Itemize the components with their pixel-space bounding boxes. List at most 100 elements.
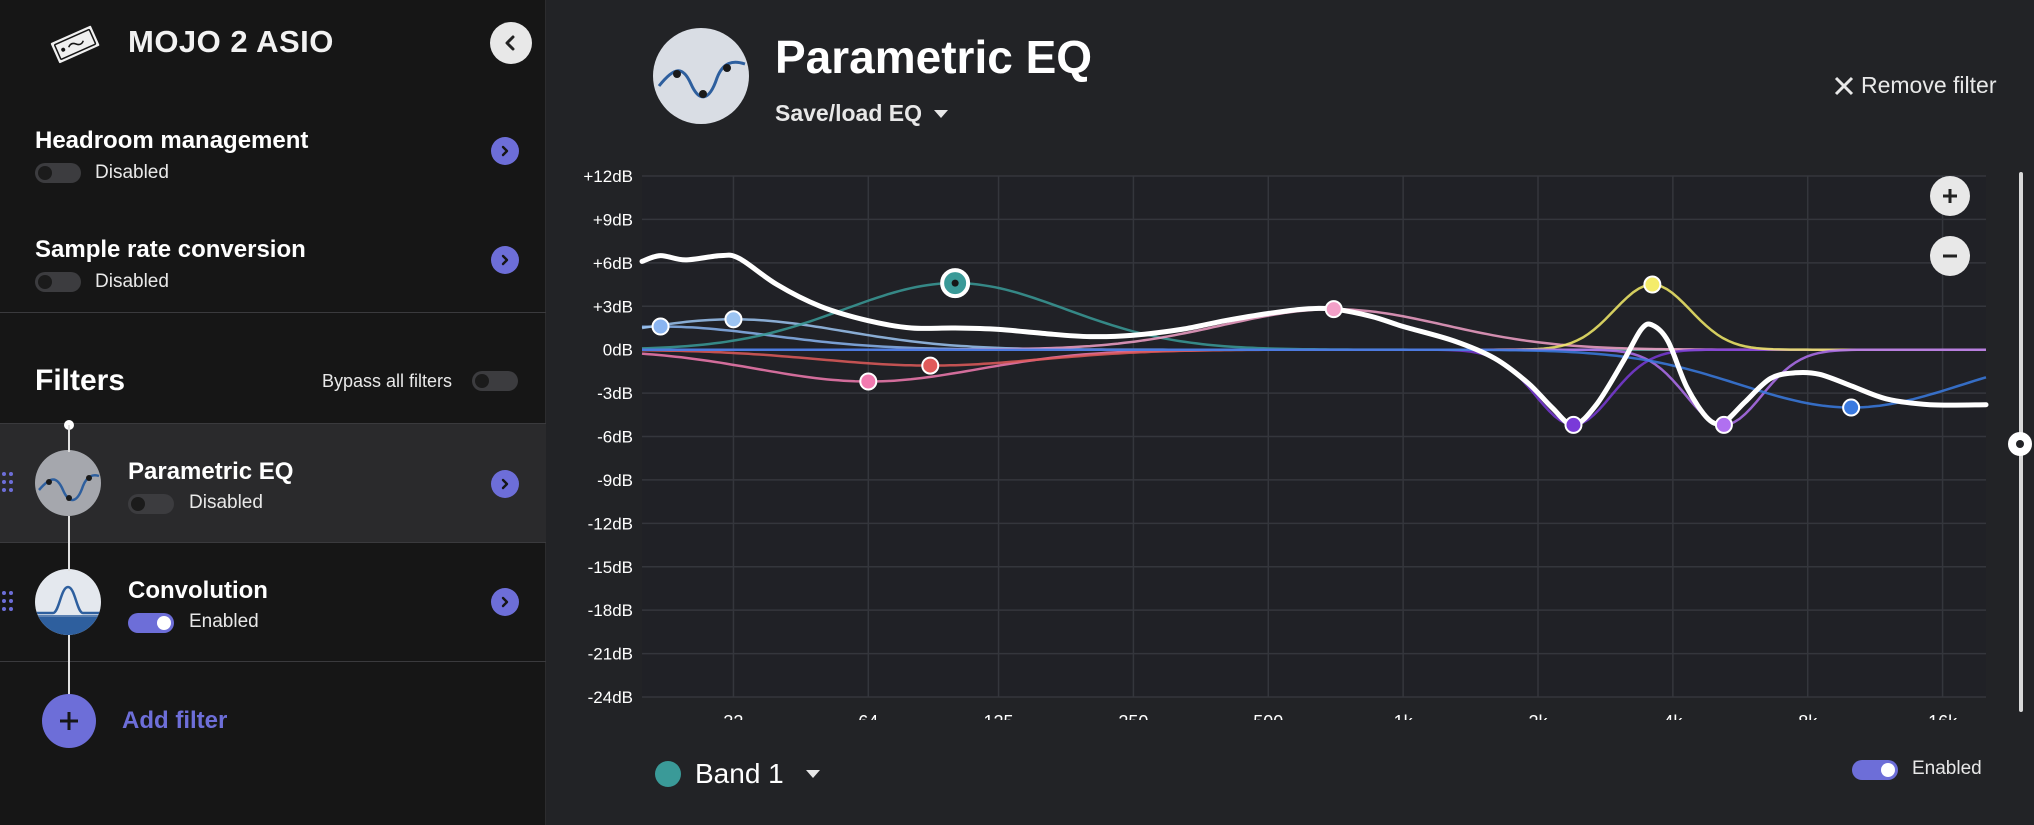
bypass-all-label: Bypass all filters — [322, 371, 453, 391]
close-icon — [1834, 76, 1854, 95]
band-enabled-toggle[interactable] — [1852, 760, 1898, 780]
plus-icon — [60, 712, 78, 730]
remove-filter-label: Remove filter — [1861, 72, 1997, 98]
y-tick-label: -21dB — [588, 645, 633, 664]
x-tick-label: 64 — [858, 712, 878, 720]
device-header: MOJO 2 ASIO — [0, 0, 546, 90]
sample-rate-open-button[interactable] — [491, 246, 519, 274]
remove-filter-button[interactable]: Remove filter — [1833, 72, 1996, 99]
setting-state: Disabled — [95, 271, 169, 292]
minus-icon — [1943, 254, 1957, 258]
convolution-toggle[interactable] — [128, 613, 174, 633]
total-response-curve — [639, 252, 1989, 428]
band-label: Band 1 — [695, 758, 784, 789]
save-load-label: Save/load EQ — [775, 100, 923, 126]
bypass-all-toggle[interactable] — [472, 371, 518, 391]
x-tick-label: 32 — [723, 712, 743, 720]
editor-title: Parametric EQ — [775, 31, 1093, 83]
chain-line — [68, 516, 70, 571]
filter-item-parametric-eq[interactable]: Parametric EQ Disabled — [0, 424, 546, 542]
band-handle[interactable] — [1564, 415, 1583, 434]
convolution-open-button[interactable] — [491, 588, 519, 616]
collapse-sidebar-button[interactable] — [490, 22, 532, 64]
headroom-toggle[interactable] — [35, 163, 81, 183]
drag-handle-icon[interactable] — [2, 472, 16, 496]
band-selector-dropdown[interactable]: Band 1 — [655, 758, 820, 790]
y-tick-label: -24dB — [588, 688, 633, 707]
chain-line — [68, 635, 70, 695]
band-handle[interactable] — [651, 317, 670, 336]
band-handle[interactable] — [1324, 300, 1343, 319]
divider — [0, 661, 546, 662]
x-tick-label: 125 — [984, 712, 1014, 720]
gain-range-slider-handle[interactable] — [2008, 432, 2032, 456]
band-handle[interactable] — [921, 356, 940, 375]
filter-name: Convolution — [128, 577, 268, 604]
toggle-knob — [475, 374, 489, 388]
y-tick-label: +9dB — [593, 210, 633, 229]
toggle-knob — [157, 616, 171, 630]
toggle-knob — [131, 497, 145, 511]
headroom-open-button[interactable] — [491, 137, 519, 165]
eq-editor-panel: Parametric EQ Save/load EQ Remove filter… — [547, 0, 2034, 825]
filters-heading: Filters — [35, 364, 126, 397]
toggle-knob — [1881, 763, 1895, 777]
toggle-knob — [38, 275, 52, 289]
y-tick-label: -6dB — [597, 428, 633, 447]
x-axis-labels: 32 64 125 250 500 1k 2k 4k 8k 16k — [723, 712, 1958, 720]
sidebar: MOJO 2 ASIO Headroom management Disabled… — [0, 0, 546, 825]
chain-line — [68, 425, 70, 452]
band-handle[interactable] — [1842, 398, 1861, 417]
chevron-right-icon — [501, 254, 509, 266]
x-tick-label: 500 — [1253, 712, 1283, 720]
setting-title: Headroom management — [35, 127, 309, 154]
device-icon — [48, 23, 102, 66]
band-handles[interactable] — [651, 268, 1861, 434]
chevron-right-icon — [501, 596, 509, 608]
parametric-eq-icon — [653, 28, 749, 124]
x-tick-label: 250 — [1118, 712, 1148, 720]
band-curve — [642, 348, 1987, 409]
y-tick-label: 0dB — [603, 341, 633, 360]
filter-state: Disabled — [189, 492, 263, 513]
add-filter-button[interactable] — [42, 694, 96, 748]
band-color-dot — [655, 761, 681, 787]
setting-headroom-management[interactable]: Headroom management Disabled — [0, 127, 546, 227]
chevron-right-icon — [501, 145, 509, 157]
drag-handle-icon[interactable] — [2, 591, 16, 615]
parametric-eq-open-button[interactable] — [491, 470, 519, 498]
toggle-knob — [38, 166, 52, 180]
convolution-icon — [35, 569, 101, 635]
filter-item-convolution[interactable]: Convolution Enabled — [0, 543, 546, 661]
save-load-eq-dropdown[interactable]: Save/load EQ — [775, 100, 949, 127]
zoom-in-button[interactable] — [1930, 176, 1970, 216]
filter-name: Parametric EQ — [128, 458, 294, 485]
x-tick-label: 16k — [1928, 712, 1958, 720]
divider — [0, 312, 546, 313]
eq-response-chart[interactable]: +12dB +9dB +6dB +3dB 0dB -3dB -6dB -9dB -12dB -15… — [547, 160, 2034, 720]
plus-icon — [1943, 189, 1957, 203]
add-filter-link[interactable]: Add filter — [122, 707, 228, 734]
band-handle[interactable] — [1714, 415, 1733, 434]
band-handle[interactable] — [1643, 275, 1662, 294]
chevron-right-icon — [501, 478, 509, 490]
setting-sample-rate-conversion[interactable]: Sample rate conversion Disabled — [0, 236, 546, 336]
caret-down-icon — [934, 109, 949, 118]
zoom-out-button[interactable] — [1930, 236, 1970, 276]
setting-title: Sample rate conversion — [35, 236, 306, 263]
band-handle[interactable] — [859, 372, 878, 391]
device-name: MOJO 2 ASIO — [128, 24, 334, 59]
divider — [0, 423, 546, 424]
y-tick-label: -18dB — [588, 601, 633, 620]
y-axis-labels: +12dB +9dB +6dB +3dB 0dB -3dB -6dB -9dB -12dB -15… — [583, 167, 633, 707]
divider — [0, 542, 546, 543]
sample-rate-toggle[interactable] — [35, 272, 81, 292]
y-tick-label: -12dB — [588, 514, 633, 533]
parametric-eq-toggle[interactable] — [128, 494, 174, 514]
y-tick-label: -15dB — [588, 558, 633, 577]
band-handle-center — [951, 279, 959, 287]
band-handle[interactable] — [724, 310, 743, 329]
chevron-left-icon — [505, 35, 515, 51]
x-tick-label: 2k — [1528, 712, 1548, 720]
y-tick-label: -9dB — [597, 471, 633, 490]
